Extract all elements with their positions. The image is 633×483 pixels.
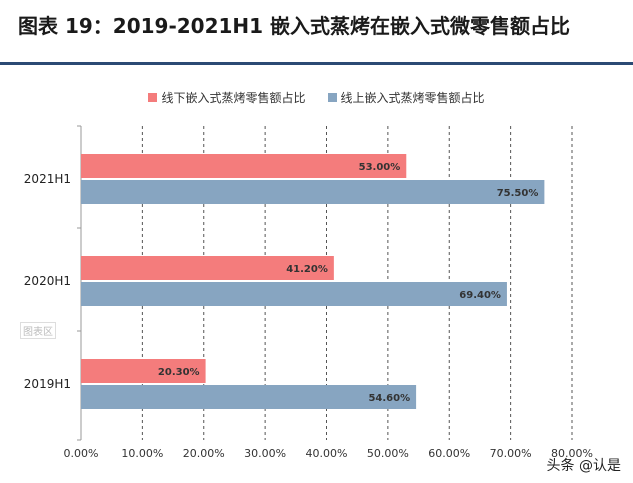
plot-area-label: 图表区 bbox=[20, 322, 56, 339]
data-label: 53.00% bbox=[359, 162, 401, 173]
data-label: 69.40% bbox=[459, 290, 501, 301]
legend-item-offline: 线下嵌入式蒸烤零售额占比 bbox=[148, 89, 306, 106]
watermark: 头条 @认是 bbox=[546, 458, 621, 474]
legend-swatch-offline bbox=[148, 93, 158, 102]
legend-label-offline: 线下嵌入式蒸烤零售额占比 bbox=[161, 91, 306, 105]
category-label: 2019H1 bbox=[24, 377, 71, 391]
bar-offline bbox=[81, 359, 206, 383]
legend-item-online: 线上嵌入式蒸烤零售额占比 bbox=[327, 89, 485, 106]
x-tick-label: 40.00% bbox=[306, 447, 348, 460]
category-label: 2020H1 bbox=[24, 274, 71, 288]
legend-swatch-online bbox=[327, 93, 337, 102]
title-bar: 图表 19：2019-2021H1 嵌入式蒸烤在嵌入式微零售额占比 bbox=[0, 0, 633, 65]
x-tick-label: 70.00% bbox=[490, 447, 532, 460]
data-label: 54.60% bbox=[368, 393, 410, 404]
x-tick-label: 10.00% bbox=[121, 447, 163, 460]
x-tick-label: 20.00% bbox=[183, 447, 225, 460]
data-label: 41.20% bbox=[286, 264, 328, 275]
x-tick-label: 0.00% bbox=[64, 447, 99, 460]
x-tick-label: 60.00% bbox=[428, 447, 470, 460]
bar-online bbox=[81, 385, 417, 409]
bar-online bbox=[81, 180, 545, 204]
bar-offline bbox=[81, 256, 334, 280]
x-tick-label: 30.00% bbox=[244, 447, 286, 460]
legend: 线下嵌入式蒸烤零售额占比 线上嵌入式蒸烤零售额占比 bbox=[0, 89, 633, 106]
data-label: 75.50% bbox=[497, 188, 539, 199]
category-label: 2021H1 bbox=[24, 172, 71, 186]
x-tick-label: 80.00% bbox=[551, 447, 593, 460]
x-tick-label: 50.00% bbox=[367, 447, 409, 460]
legend-label-online: 线上嵌入式蒸烤零售额占比 bbox=[340, 91, 485, 105]
bar-online bbox=[81, 282, 507, 306]
data-label: 20.30% bbox=[158, 367, 200, 378]
chart-title: 图表 19：2019-2021H1 嵌入式蒸烤在嵌入式微零售额占比 bbox=[18, 14, 571, 38]
bar-offline bbox=[81, 154, 407, 178]
